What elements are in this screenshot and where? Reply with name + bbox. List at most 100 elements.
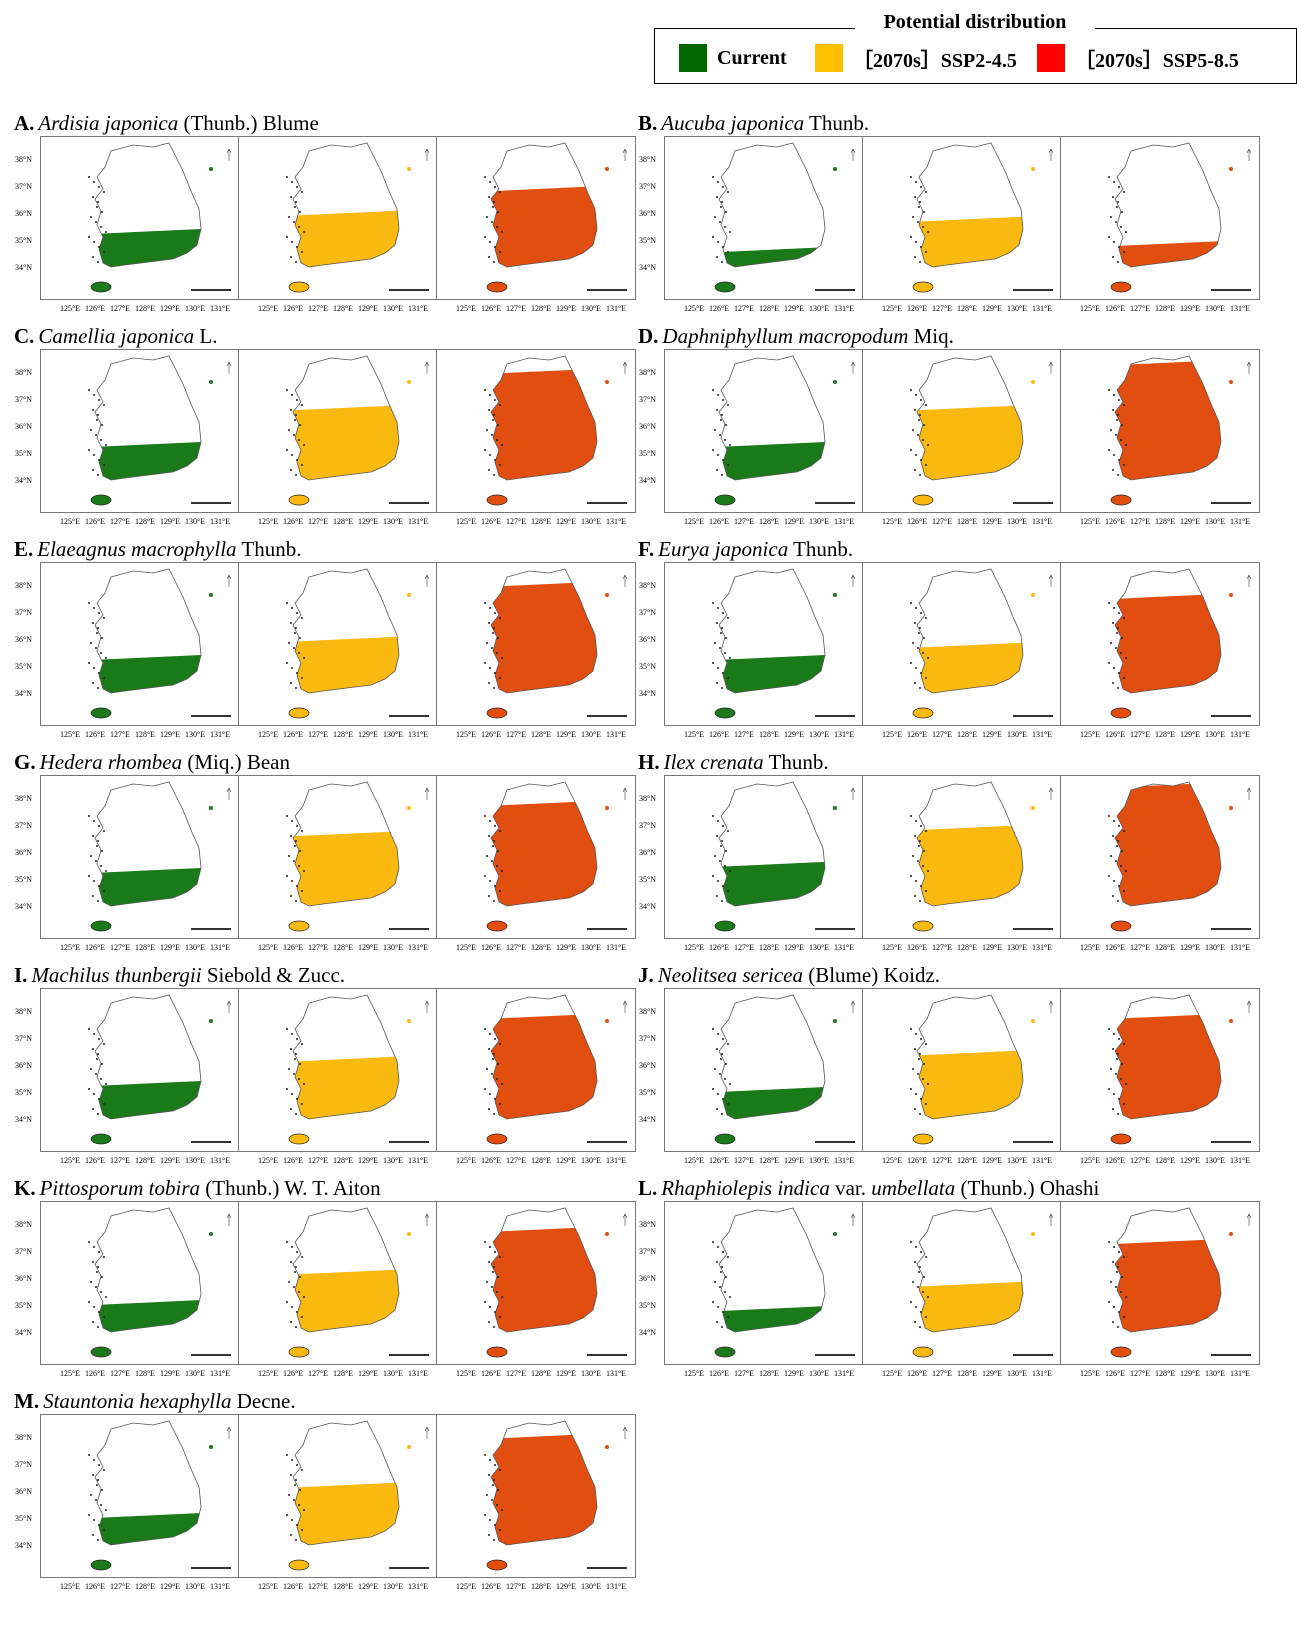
- island: [1120, 439, 1122, 441]
- lon-tick-label: 130°E: [184, 304, 206, 313]
- island: [101, 637, 103, 639]
- island: [915, 1093, 917, 1095]
- distribution-area: [293, 404, 399, 480]
- ulleung-island: [1229, 1019, 1233, 1023]
- island: [93, 1459, 95, 1461]
- lon-tick-label: 131°E: [407, 1156, 429, 1165]
- island: [1115, 1286, 1117, 1288]
- island: [296, 1524, 298, 1526]
- island: [100, 226, 102, 228]
- island: [917, 221, 919, 223]
- island: [296, 825, 298, 827]
- distribution-area: [95, 1299, 201, 1332]
- lon-tick-label: 131°E: [833, 730, 855, 739]
- island: [1112, 196, 1114, 198]
- lon-tick-label: 126°E: [480, 943, 502, 952]
- ulleung-island: [209, 806, 213, 810]
- map-current: 38°N 37°N 36°N 35°N 34°N: [15, 775, 240, 939]
- island: [92, 682, 94, 684]
- island: [914, 469, 916, 471]
- author-name: (Thunb.) Ohashi: [960, 1176, 1100, 1200]
- island: [103, 890, 105, 892]
- lon-tick-label: 129°E: [783, 517, 805, 526]
- island: [729, 870, 731, 872]
- lat-tick-label: 34°N: [639, 902, 656, 911]
- island: [727, 1316, 729, 1318]
- ulleung-island: [407, 1445, 411, 1449]
- island: [923, 1276, 925, 1278]
- island: [923, 424, 925, 426]
- island: [291, 607, 293, 609]
- island: [493, 261, 495, 263]
- distribution-area: [1115, 593, 1221, 693]
- island: [488, 196, 490, 198]
- map-ssp585: [436, 1414, 636, 1578]
- island: [494, 1038, 496, 1040]
- lon-tick-label: 126°E: [84, 1156, 106, 1165]
- island: [919, 627, 921, 629]
- jeju-island: [288, 1346, 310, 1358]
- jeju-island: [714, 494, 736, 506]
- island: [1108, 662, 1110, 664]
- lon-tick-label: 130°E: [184, 517, 206, 526]
- island: [98, 246, 100, 248]
- lon-axis: 125°E 126°E 127°E 128°E 129°E 130°E 131°E: [862, 730, 1062, 744]
- author-name: L.: [199, 324, 218, 348]
- lon-tick-label: 130°E: [382, 1582, 404, 1591]
- island: [910, 1088, 912, 1090]
- island: [712, 1028, 714, 1030]
- map-row: 38°N 37°N 36°N 35°N 34°N 125°E 126°E 127°E 128°E…: [6, 1201, 646, 1393]
- map-ssp245: [238, 136, 438, 300]
- island: [712, 1088, 714, 1090]
- lon-axis: 125°E 126°E 127°E 128°E 129°E 130°E 131°E: [436, 943, 636, 957]
- island: [301, 890, 303, 892]
- lon-tick-label: 126°E: [1104, 1369, 1126, 1378]
- island: [915, 1033, 917, 1035]
- coastline: [490, 781, 598, 907]
- island: [101, 211, 103, 213]
- lat-tick-label: 37°N: [639, 395, 656, 404]
- island: [96, 845, 98, 847]
- jeju-island: [486, 920, 508, 932]
- island: [488, 1474, 490, 1476]
- lon-tick-label: 130°E: [808, 304, 830, 313]
- lon-tick-label: 129°E: [1179, 517, 1201, 526]
- island: [910, 875, 912, 877]
- map-ssp245: [862, 349, 1062, 513]
- lat-tick-label: 36°N: [639, 1274, 656, 1283]
- lon-tick-label: 129°E: [159, 304, 181, 313]
- island: [97, 474, 99, 476]
- island: [290, 196, 292, 198]
- island: [88, 1301, 90, 1303]
- lat-tick-label: 36°N: [15, 422, 32, 431]
- lon-axis: 125°E 126°E 127°E 128°E 129°E 130°E 131°E: [436, 1582, 636, 1596]
- lon-tick-label: 127°E: [505, 517, 527, 526]
- island: [1116, 1271, 1118, 1273]
- island: [105, 1296, 107, 1298]
- island: [497, 1489, 499, 1491]
- lon-tick-label: 131°E: [209, 1582, 231, 1591]
- lon-tick-label: 128°E: [530, 304, 552, 313]
- island: [286, 1028, 288, 1030]
- island: [1108, 1241, 1110, 1243]
- island: [97, 1266, 99, 1268]
- island: [925, 677, 927, 679]
- lon-tick-label: 129°E: [555, 1369, 577, 1378]
- lon-tick-label: 131°E: [209, 1369, 231, 1378]
- island: [486, 855, 488, 857]
- island: [716, 469, 718, 471]
- island: [293, 860, 295, 862]
- lat-tick-label: 38°N: [15, 155, 32, 164]
- island: [493, 687, 495, 689]
- legend-swatch-ssp585: [1037, 44, 1065, 72]
- lon-tick-label: 126°E: [480, 517, 502, 526]
- island: [1117, 474, 1119, 476]
- lon-tick-label: 125°E: [455, 730, 477, 739]
- north-arrow-icon: [1246, 148, 1252, 161]
- island: [925, 890, 927, 892]
- island: [920, 399, 922, 401]
- island: [716, 256, 718, 258]
- island: [288, 216, 290, 218]
- island: [1118, 672, 1120, 674]
- island: [1116, 632, 1118, 634]
